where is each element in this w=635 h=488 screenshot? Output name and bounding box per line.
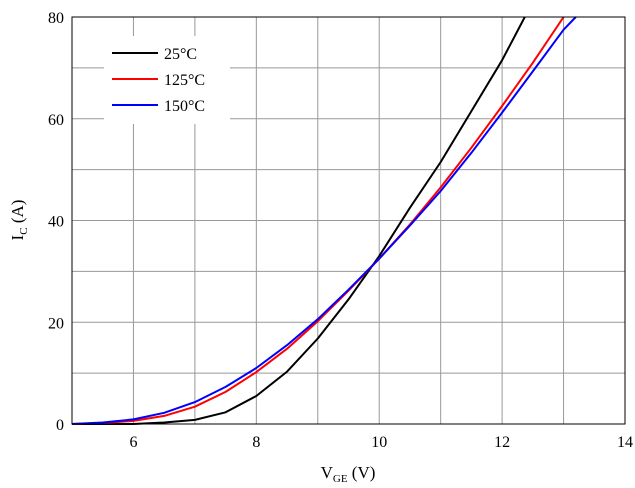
y-tick-label: 80: [48, 10, 64, 27]
y-tick-label: 20: [48, 315, 64, 332]
y-tick-label: 60: [48, 112, 64, 129]
x-tick-label: 14: [617, 434, 633, 451]
legend-label: 125°C: [164, 72, 205, 89]
legend-label: 25°C: [164, 46, 197, 63]
series-group: [71, 16, 577, 425]
series-line: [71, 16, 577, 425]
plot-frame: [71, 16, 626, 425]
y-tick-label: 40: [48, 214, 64, 231]
x-axis-label-sub: GE: [333, 473, 348, 485]
y-axis-label-main: I: [8, 234, 27, 240]
x-axis-label-unit: (V): [348, 463, 376, 482]
x-tick-label: 8: [252, 434, 260, 451]
y-tick-label: 0: [56, 417, 64, 434]
series-line: [72, 16, 526, 425]
series-line: [71, 16, 565, 425]
legend: 25°C 125°C 150°C: [104, 36, 230, 124]
x-tick-label: 6: [129, 434, 137, 451]
x-axis-label: VGE (V): [321, 463, 376, 485]
y-axis-label-unit: (A): [8, 200, 27, 228]
legend-label: 150°C: [164, 98, 205, 115]
x-tick-labels: 6 8 10 12 14: [129, 434, 633, 451]
y-axis-label: IC (A): [8, 200, 30, 241]
y-tick-labels: 0 20 40 60 80: [48, 10, 64, 434]
x-tick-label: 10: [371, 434, 387, 451]
x-axis-label-main: V: [321, 463, 334, 482]
x-tick-label: 12: [494, 434, 510, 451]
y-axis-label-sub: C: [18, 227, 30, 234]
